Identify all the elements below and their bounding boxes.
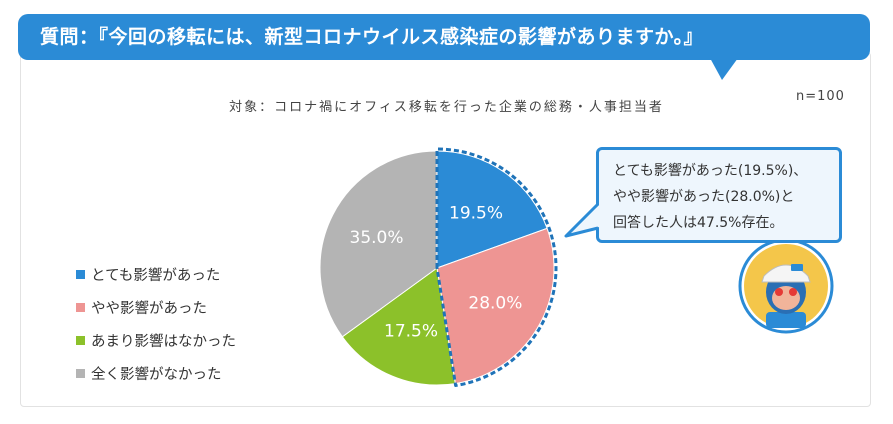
pie-slice-3 <box>341 267 456 386</box>
sample-size-label: n=100 <box>796 89 845 104</box>
chart-subtitle: 対象：コロナ禍にオフィス移転を行った企業の総務・人事担当者 <box>229 100 664 115</box>
question-title: 質問：『今回の移転には、新型コロナウイルス感染症の影響がありますか。』 <box>40 26 704 48</box>
callout-line-3: 回答した人は47.5%存在。 <box>613 215 784 231</box>
legend-label: やや影響があった <box>91 301 207 317</box>
pie-value-label-4: 35.0% <box>350 228 404 248</box>
highlight-outline <box>435 147 558 388</box>
legend-label: 全く影響がなかった <box>91 367 222 383</box>
legend-swatch <box>76 270 85 279</box>
legend-label: あまり影響はなかった <box>91 334 236 350</box>
legend-item-4: 全く影響がなかった <box>76 357 236 390</box>
pie-slice-4 <box>319 150 438 338</box>
pie-slice-1 <box>436 150 548 269</box>
callout-line-2: やや影響があった(28.0%)と <box>613 189 795 205</box>
pie-value-label-2: 28.0% <box>468 294 522 314</box>
legend-item-3: あまり影響はなかった <box>76 324 236 357</box>
chart-legend: とても影響があった やや影響があったあまり影響はなかった 全く影響がなかった <box>76 258 236 390</box>
callout-line-1: とても影響があった(19.5%)、 <box>613 163 808 179</box>
mascot-character-icon <box>738 238 834 334</box>
callout-box: とても影響があった(19.5%)、 やや影響があった(28.0%)と 回答した人… <box>596 147 842 243</box>
question-title-bar: 質問：『今回の移転には、新型コロナウイルス感染症の影響がありますか。』 <box>18 14 870 60</box>
legend-item-2: やや影響があった <box>76 291 236 324</box>
legend-swatch <box>76 303 85 312</box>
pie-value-label-3: 17.5% <box>384 322 438 342</box>
legend-label: とても影響があった <box>91 268 221 284</box>
pie-slice-2 <box>436 227 555 385</box>
pie-value-label-1: 19.5% <box>449 203 503 223</box>
legend-item-1: とても影響があった <box>76 258 236 291</box>
legend-swatch <box>76 369 85 378</box>
legend-swatch <box>76 336 85 345</box>
